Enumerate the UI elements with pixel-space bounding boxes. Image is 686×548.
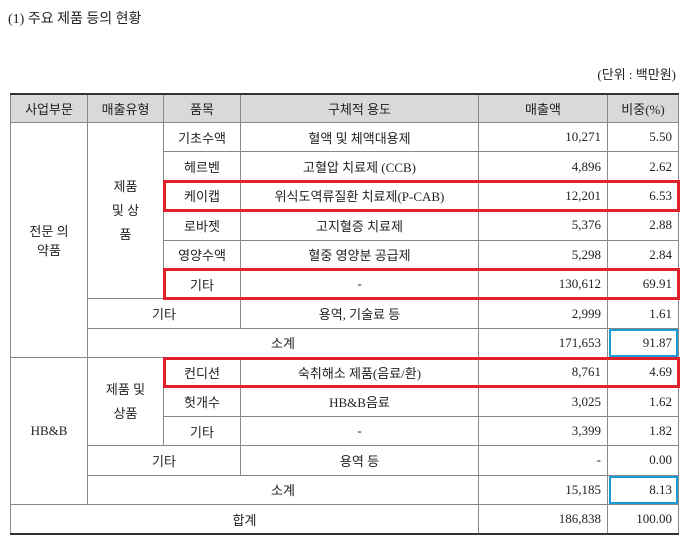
share: 0.00 (607, 445, 679, 476)
sales: 171,653 (478, 327, 608, 359)
item: 영양수액 (163, 239, 241, 270)
sales: 4,896 (478, 151, 608, 182)
share: 1.62 (607, 386, 679, 417)
section-title: (1) 주요 제품 등의 현황 (8, 12, 142, 27)
share: 8.13 (607, 474, 679, 506)
sales: 5,376 (478, 210, 608, 241)
header-cell: 매출액 (478, 93, 608, 123)
item: 컨디션 (163, 357, 241, 388)
unit-note: (단위 : 백만원) (597, 67, 676, 82)
sales: 130,612 (478, 268, 608, 300)
item: 기타 (87, 298, 241, 329)
share: 4.69 (607, 357, 679, 388)
share: 5.50 (607, 121, 679, 153)
usage: 위식도역류질환 치료제(P-CAB) (240, 180, 479, 212)
item: 헤르벤 (163, 151, 241, 182)
sales: - (478, 445, 608, 476)
sales: 2,999 (478, 298, 608, 329)
usage: 고지혈증 치료제 (240, 210, 479, 241)
usage: 혈중 영양분 공급제 (240, 239, 479, 270)
share: 2.88 (607, 210, 679, 241)
sales: 186,838 (478, 504, 608, 535)
header-cell: 사업부문 (10, 93, 88, 123)
item: 기초수액 (163, 121, 241, 153)
header-cell: 비중(%) (607, 93, 679, 123)
share: 6.53 (607, 180, 679, 212)
total-label: 합계 (10, 504, 479, 535)
sales: 12,201 (478, 180, 608, 212)
usage: - (240, 415, 479, 447)
product-table: 사업부문 매출유형 품목 구체적 용도 매출액 비중(%) 전문 의약품 제품 … (10, 93, 679, 536)
usage: 용역 등 (240, 445, 479, 476)
header-cell: 품목 (163, 93, 241, 123)
usage: HB&B음료 (240, 386, 479, 417)
item: 헛개수 (163, 386, 241, 417)
header-cell: 구체적 용도 (240, 93, 479, 123)
item: 로바젯 (163, 210, 241, 241)
share: 69.91 (607, 268, 679, 300)
usage: 혈액 및 체액대용제 (240, 121, 479, 153)
usage: 숙취해소 제품(음료/환) (240, 357, 479, 388)
share: 2.62 (607, 151, 679, 182)
usage: 용역, 기술료 등 (240, 298, 479, 329)
sales-type: 제품 및 상품 (87, 121, 164, 300)
sales: 15,185 (478, 474, 608, 506)
item: 기타 (87, 445, 241, 476)
subtotal-label: 소계 (87, 474, 479, 506)
header-row: 사업부문 매출유형 품목 구체적 용도 매출액 비중(%) (10, 93, 679, 123)
sales: 5,298 (478, 239, 608, 270)
sales: 8,761 (478, 357, 608, 388)
share: 2.84 (607, 239, 679, 270)
sales: 3,399 (478, 415, 608, 447)
subtotal-label: 소계 (87, 327, 479, 359)
share: 1.61 (607, 298, 679, 329)
item: 기타 (163, 268, 241, 300)
share: 1.82 (607, 415, 679, 447)
sales: 10,271 (478, 121, 608, 153)
usage: 고혈압 치료제 (CCB) (240, 151, 479, 182)
share: 91.87 (607, 327, 679, 359)
item: 케이캡 (163, 180, 241, 212)
usage: - (240, 268, 479, 300)
header-cell: 매출유형 (87, 93, 164, 123)
sales: 3,025 (478, 386, 608, 417)
share: 100.00 (607, 504, 679, 535)
item: 기타 (163, 415, 241, 447)
sales-type: 제품 및 상품 (87, 357, 164, 447)
segment: 전문 의약품 (10, 121, 88, 359)
segment: HB&B (10, 357, 88, 506)
